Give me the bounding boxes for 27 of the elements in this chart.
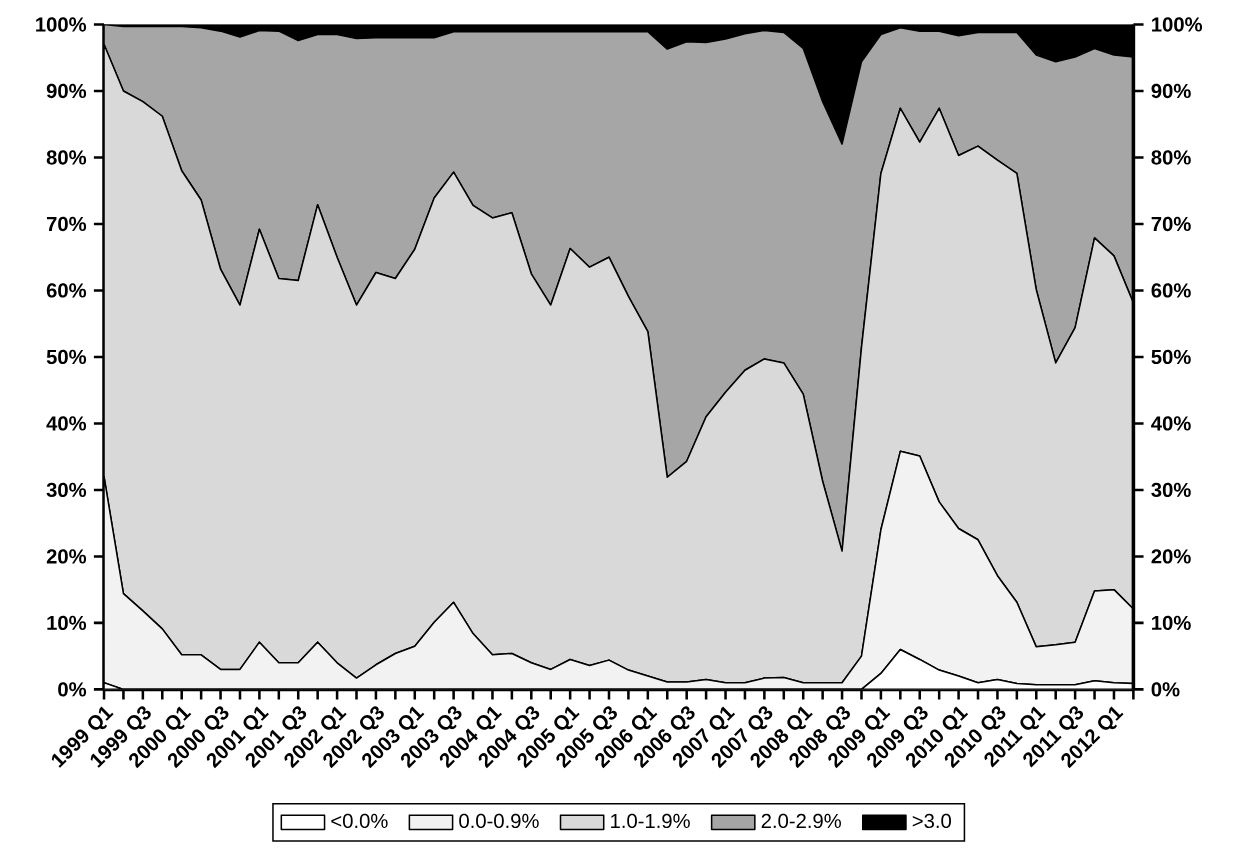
legend-label: 2.0-2.9% bbox=[761, 813, 841, 828]
y-tick-label: 80% bbox=[1151, 150, 1191, 165]
y2-tick-label: 0% bbox=[58, 682, 87, 697]
y-tick-label: 50% bbox=[1151, 349, 1191, 364]
y2-tick-label: 70% bbox=[46, 216, 87, 231]
y-tick-label: 40% bbox=[1151, 416, 1191, 431]
y-tick-label: 0% bbox=[1151, 682, 1180, 697]
y-tick-label: 60% bbox=[1151, 283, 1191, 298]
y2-tick-label: 30% bbox=[46, 482, 87, 497]
legend-label: 1.0-1.9% bbox=[611, 813, 690, 828]
y2-tick-label: 10% bbox=[47, 615, 87, 630]
legend-label: >3.0 bbox=[912, 813, 951, 828]
y-tick-label: 90% bbox=[1151, 83, 1191, 98]
y2-tick-label: 60% bbox=[46, 283, 87, 298]
y2-tick-label: 90% bbox=[46, 83, 87, 98]
y2-tick-label: 80% bbox=[46, 150, 87, 165]
y-tick-label: 30% bbox=[1151, 482, 1191, 497]
y-tick-label: 20% bbox=[1151, 549, 1191, 564]
y2-tick-label: 50% bbox=[46, 349, 87, 364]
legend-label: <0.0% bbox=[331, 813, 388, 828]
y-tick-label: 70% bbox=[1151, 216, 1191, 231]
y2-tick-label: 40% bbox=[46, 416, 87, 431]
y-tick-label: 100% bbox=[1152, 17, 1203, 32]
y2-tick-label: 100% bbox=[36, 17, 87, 32]
y2-tick-label: 20% bbox=[46, 549, 87, 564]
y-tick-label: 10% bbox=[1152, 615, 1191, 630]
legend-label: 0.0-0.9% bbox=[459, 813, 539, 828]
